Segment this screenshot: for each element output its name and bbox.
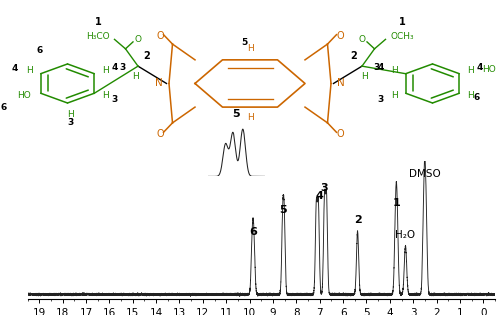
Text: 5: 5 (241, 38, 247, 47)
Text: OCH₃: OCH₃ (390, 32, 414, 41)
Text: 1: 1 (94, 17, 102, 27)
Text: 6: 6 (249, 227, 257, 237)
Text: 5: 5 (280, 205, 287, 215)
Text: N: N (337, 78, 344, 89)
Text: 4: 4 (112, 63, 117, 72)
Text: 4: 4 (476, 63, 482, 72)
Text: H₃CO: H₃CO (86, 32, 110, 41)
Text: H: H (246, 113, 254, 122)
Text: 6: 6 (0, 103, 6, 112)
Text: DMSO: DMSO (409, 169, 441, 179)
Text: H: H (102, 91, 108, 100)
Text: 3: 3 (378, 95, 384, 104)
Text: N: N (155, 78, 163, 89)
Text: 4: 4 (315, 191, 323, 201)
Text: O: O (156, 129, 164, 139)
Text: O: O (336, 129, 344, 139)
Text: H₂O: H₂O (396, 230, 415, 240)
Text: H: H (102, 66, 108, 76)
Text: 1: 1 (392, 198, 400, 208)
Text: H: H (26, 66, 33, 76)
Text: 3: 3 (374, 63, 380, 72)
Text: O: O (358, 35, 366, 44)
Text: 2: 2 (143, 51, 150, 61)
Text: O: O (336, 31, 344, 41)
Text: H: H (392, 91, 398, 100)
Text: O: O (156, 31, 164, 41)
Text: 6: 6 (474, 93, 480, 102)
Text: H: H (392, 66, 398, 76)
Text: 2: 2 (354, 215, 362, 225)
Text: 3: 3 (119, 63, 125, 72)
Text: H: H (467, 91, 473, 100)
Text: H: H (66, 110, 73, 119)
Text: H: H (132, 72, 139, 81)
Text: H: H (467, 66, 473, 76)
Text: H: H (361, 72, 368, 81)
Text: O: O (134, 35, 141, 44)
Text: 1: 1 (398, 17, 406, 27)
Text: HO: HO (17, 91, 30, 100)
Text: 3: 3 (320, 183, 328, 193)
Text: 3: 3 (112, 95, 117, 104)
Text: 6: 6 (37, 46, 43, 55)
Text: H: H (246, 44, 254, 53)
Text: 3: 3 (67, 118, 73, 127)
Text: 4: 4 (378, 63, 384, 72)
Text: 5: 5 (232, 109, 240, 119)
Text: 4: 4 (11, 64, 18, 72)
Text: 2: 2 (350, 51, 357, 61)
Text: HO: HO (482, 66, 496, 75)
